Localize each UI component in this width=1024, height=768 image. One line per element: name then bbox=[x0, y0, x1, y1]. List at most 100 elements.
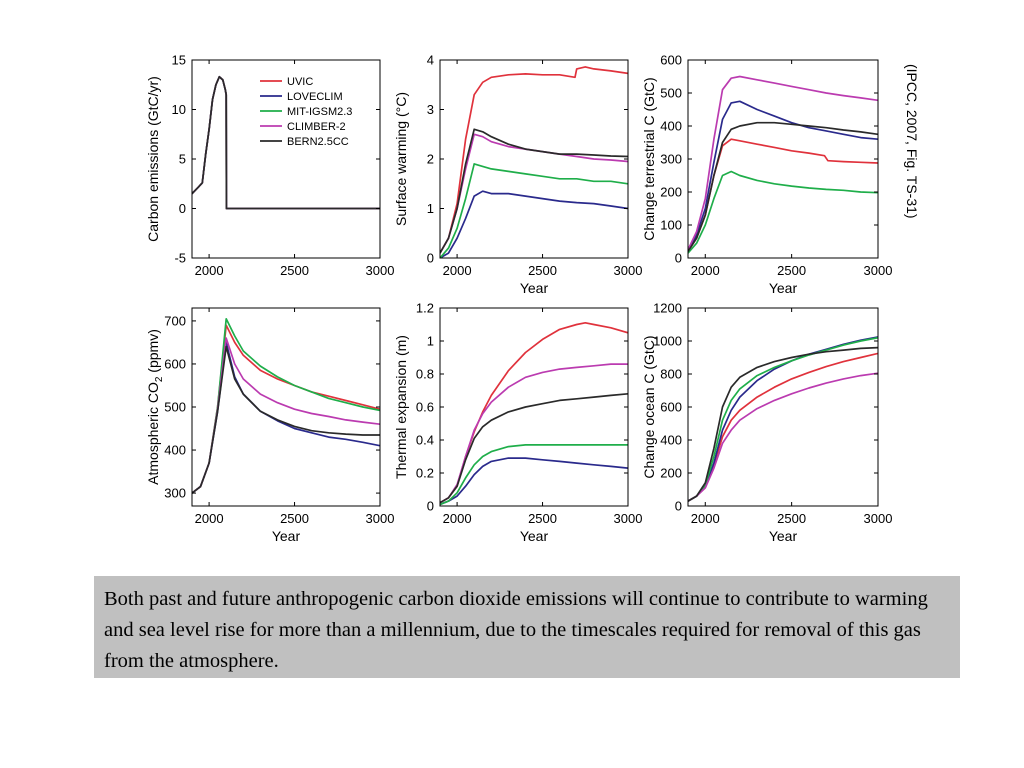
series-line-bern2-5cc bbox=[688, 346, 878, 502]
y-tick-label: 700 bbox=[164, 313, 186, 328]
y-axis-title: Change ocean C (GtC) bbox=[641, 335, 657, 478]
y-tick-label: 300 bbox=[164, 486, 186, 501]
citation-label: (IPCC, 2007, Fig. TS-31) bbox=[904, 64, 920, 219]
series-line-uvic bbox=[688, 138, 878, 252]
series-group bbox=[192, 317, 380, 494]
x-tick-label: 2000 bbox=[443, 263, 472, 278]
plot-frame bbox=[191, 307, 381, 507]
x-tick-label: 2000 bbox=[691, 263, 720, 278]
series-line-uvic bbox=[440, 66, 628, 254]
y-axis-title-tail: (ppmv) bbox=[145, 329, 161, 376]
y-tick-label: 400 bbox=[660, 433, 682, 448]
series-line-loveclim bbox=[440, 457, 628, 506]
y-tick-label: 0 bbox=[427, 251, 434, 266]
series-line-bern2-5cc bbox=[440, 392, 628, 504]
y-tick-label: 800 bbox=[660, 367, 682, 382]
y-tick-label: 1 bbox=[427, 334, 434, 349]
charts-area: 2000 2500 3000 -5 0 5 10 15 Carbon emissions (Gt… bbox=[145, 53, 892, 545]
series-line-mit-igsm2-3 bbox=[440, 444, 628, 506]
x-tick-label: 3000 bbox=[614, 263, 643, 278]
plot-frame bbox=[191, 59, 381, 259]
y-tick-label: 600 bbox=[164, 356, 186, 371]
y-axis-title: Surface warming (°C) bbox=[393, 92, 409, 226]
series-group bbox=[440, 321, 628, 506]
y-tick-label: 3 bbox=[427, 102, 434, 117]
y-tick-label: 0.6 bbox=[416, 400, 434, 415]
y-tick-label: 4 bbox=[427, 53, 434, 68]
y-tick-label: -5 bbox=[174, 251, 186, 266]
y-tick-label: 400 bbox=[660, 119, 682, 134]
series-line-climber-2 bbox=[688, 75, 878, 251]
y-tick-label: 0.2 bbox=[416, 466, 434, 481]
x-tick-label: 2000 bbox=[443, 511, 472, 526]
y-tick-label: 10 bbox=[172, 102, 186, 117]
series-line-loveclim bbox=[688, 100, 878, 252]
y-tick-label: 1 bbox=[427, 201, 434, 216]
series-line-uvic bbox=[688, 352, 878, 502]
series-group bbox=[688, 75, 878, 254]
y-tick-label: 1.2 bbox=[416, 301, 434, 316]
y-tick-label: 0.4 bbox=[416, 433, 434, 448]
panel-3: 2000 2500 3000 0 100 200 300 400 500 600 Year Chang… bbox=[641, 53, 892, 297]
x-tick-label: 2500 bbox=[777, 263, 806, 278]
y-tick-label: 0 bbox=[427, 499, 434, 514]
plot-frame bbox=[687, 307, 879, 507]
series-line-bern2-5cc bbox=[440, 128, 628, 254]
series-line-bern2-5cc bbox=[688, 121, 878, 252]
y-axis-title-main: Atmospheric CO bbox=[145, 382, 161, 485]
legend-label: BERN2.5CC bbox=[287, 136, 349, 148]
series-line-climber-2 bbox=[192, 337, 380, 494]
panel-1: 2000 2500 3000 -5 0 5 10 15 Carbon emissions (Gt… bbox=[145, 53, 394, 279]
y-tick-label: 1200 bbox=[653, 301, 682, 316]
y-tick-label: 200 bbox=[660, 185, 682, 200]
series-line-climber-2 bbox=[688, 372, 878, 502]
x-axis-title: Year bbox=[769, 280, 798, 296]
legend-label: UVIC bbox=[287, 76, 313, 88]
x-tick-label: 3000 bbox=[864, 511, 893, 526]
series-line-uvic bbox=[440, 321, 628, 504]
y-tick-label: 600 bbox=[660, 400, 682, 415]
y-axis-title: Atmospheric CO2 (ppmv) bbox=[145, 329, 165, 485]
y-tick-label: 0 bbox=[675, 251, 682, 266]
y-axis-title: Thermal expansion (m) bbox=[393, 335, 409, 479]
y-tick-label: 0.8 bbox=[416, 367, 434, 382]
x-tick-label: 3000 bbox=[366, 511, 395, 526]
y-axis-title-sub: 2 bbox=[154, 376, 165, 382]
caption-box: Both past and future anthropogenic carbo… bbox=[94, 576, 960, 678]
series-line-mit-igsm2-3 bbox=[440, 163, 628, 258]
x-tick-label: 2500 bbox=[528, 263, 557, 278]
caption-text: Both past and future anthropogenic carbo… bbox=[104, 588, 928, 672]
y-tick-label: 0 bbox=[179, 201, 186, 216]
y-tick-label: 600 bbox=[660, 53, 682, 68]
y-axis-title: Change terrestrial C (GtC) bbox=[641, 77, 657, 240]
x-axis-title: Year bbox=[769, 528, 798, 544]
y-tick-label: 200 bbox=[660, 466, 682, 481]
series-line-uvic bbox=[192, 75, 380, 210]
panel-4: 2000 2500 3000 300 400 500 600 700 Year Atmospher… bbox=[145, 307, 395, 544]
x-tick-label: 2500 bbox=[280, 263, 309, 278]
series-line-mit-igsm2-3 bbox=[192, 75, 380, 210]
y-tick-label: 2 bbox=[427, 152, 434, 167]
x-tick-label: 2500 bbox=[777, 511, 806, 526]
x-tick-label: 2000 bbox=[195, 511, 224, 526]
legend-label: MIT-IGSM2.3 bbox=[287, 106, 352, 118]
series-line-loveclim bbox=[440, 190, 628, 258]
y-tick-label: 1000 bbox=[653, 334, 682, 349]
x-tick-label: 2500 bbox=[280, 511, 309, 526]
series-group bbox=[688, 336, 878, 502]
y-tick-label: 500 bbox=[164, 400, 186, 415]
panel-6: 2000 2500 3000 0 200 400 600 800 1000 1200 Year Cha… bbox=[641, 301, 892, 545]
legend: UVIC LOVECLIM MIT-IGSM2.3 CLIMBER-2 BERN2.5C… bbox=[260, 76, 352, 148]
series-line-climber-2 bbox=[192, 75, 380, 210]
series-line-loveclim bbox=[192, 341, 380, 494]
x-axis-title: Year bbox=[520, 528, 549, 544]
y-tick-label: 0 bbox=[675, 499, 682, 514]
series-line-mit-igsm2-3 bbox=[688, 170, 878, 254]
series-group bbox=[440, 66, 628, 258]
panel-5: 2000 2500 3000 0 0.2 0.4 0.6 0.8 1 1.2 Year Thermal… bbox=[393, 301, 642, 545]
plot-frame bbox=[687, 59, 879, 259]
x-tick-label: 2000 bbox=[691, 511, 720, 526]
series-line-loveclim bbox=[688, 336, 878, 502]
y-tick-label: 400 bbox=[164, 443, 186, 458]
